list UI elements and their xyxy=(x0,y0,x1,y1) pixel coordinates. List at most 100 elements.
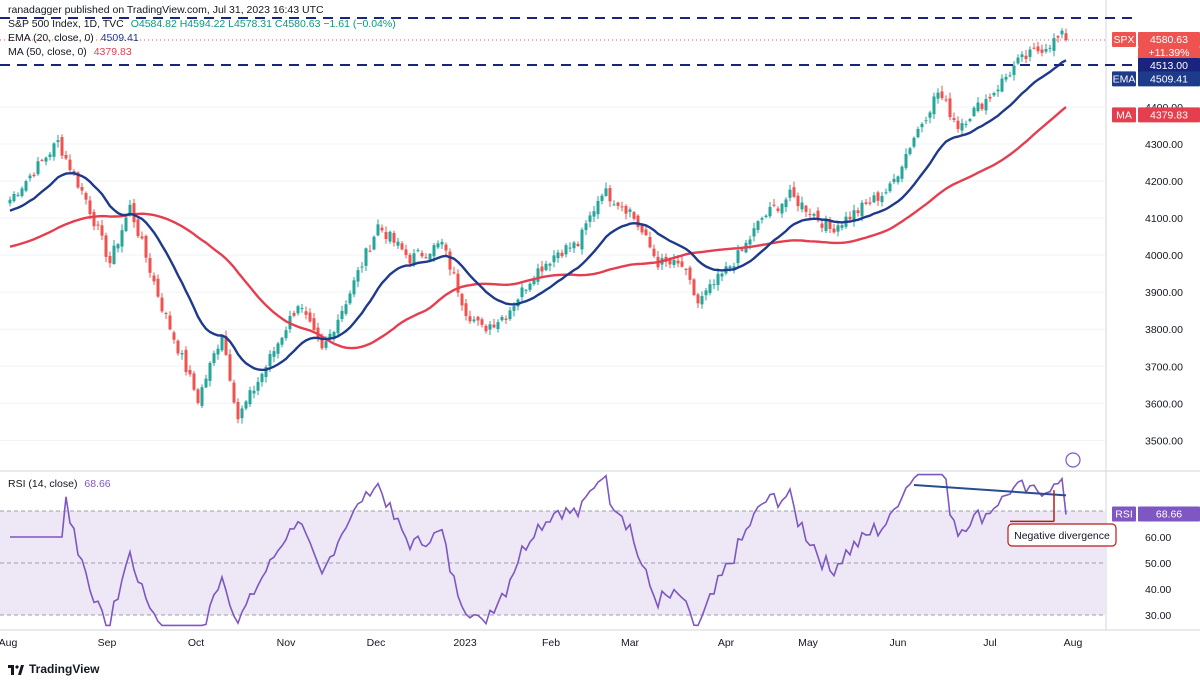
candle-body xyxy=(912,137,916,147)
candle-body xyxy=(76,172,80,188)
candle-body xyxy=(908,148,912,155)
candle-body xyxy=(116,244,120,249)
rsi-polyline xyxy=(10,473,1067,627)
time-tick-label: 2023 xyxy=(453,637,477,649)
candle-body xyxy=(864,202,868,204)
candle-body xyxy=(460,293,464,306)
candle-body xyxy=(108,256,112,264)
candle-body xyxy=(548,263,552,266)
candle-body xyxy=(652,248,656,257)
rsi-value-tag: 68.66 xyxy=(1156,508,1182,520)
candle-body xyxy=(696,294,700,304)
candle-body xyxy=(8,199,12,204)
candle-body xyxy=(700,296,704,305)
candle-body xyxy=(1028,49,1032,57)
candle-body xyxy=(132,203,136,223)
candle-body xyxy=(280,337,284,345)
candle-body xyxy=(728,266,732,269)
ma-legend[interactable]: MA (50, close, 0) 4379.83 xyxy=(8,46,132,58)
ema-legend-value: 4509.41 xyxy=(100,32,139,44)
alert-icon xyxy=(1065,452,1081,468)
ma-tag-bg xyxy=(1112,107,1136,123)
rsi-tick-label: 40.00 xyxy=(1145,584,1171,596)
time-tick-label: Nov xyxy=(277,637,296,649)
candle-body xyxy=(560,252,564,257)
candle-body xyxy=(480,319,484,325)
candle-body xyxy=(56,140,60,142)
candle-body xyxy=(208,363,212,381)
candle-body xyxy=(176,340,180,354)
candle-body xyxy=(88,200,92,215)
price-tick-label: 4100.00 xyxy=(1145,213,1183,225)
candle-body xyxy=(960,123,964,131)
candle-body xyxy=(916,129,920,138)
change-pct-tag-bg xyxy=(1138,46,1200,60)
candle-body xyxy=(236,401,240,420)
candle-body xyxy=(828,221,832,229)
tradingview-footer[interactable]: TradingView xyxy=(8,662,99,676)
horizontal-levels xyxy=(0,17,1138,67)
candle-body xyxy=(976,102,980,112)
candle-body xyxy=(416,250,420,252)
candle-body xyxy=(1000,78,1004,92)
candle-body xyxy=(972,107,976,117)
ema-legend-label: EMA (20, close, 0) xyxy=(8,32,94,44)
candle-body xyxy=(572,242,576,249)
candle-body xyxy=(596,201,600,215)
candle-body xyxy=(952,118,956,120)
tradingview-logo-icon xyxy=(8,664,24,675)
candle-body xyxy=(304,311,308,315)
time-tick-label: Jun xyxy=(890,637,907,649)
candle-body xyxy=(500,317,504,321)
time-tick-label: Jul xyxy=(983,637,996,649)
candle-body xyxy=(712,284,716,286)
candle-body xyxy=(636,215,640,228)
rsi-legend[interactable]: RSI (14, close) 68.66 xyxy=(8,478,111,490)
candle-body xyxy=(248,390,252,405)
rsi-tick-label: 60.00 xyxy=(1145,532,1171,544)
ema-20-line xyxy=(9,59,1067,372)
candle-body xyxy=(164,313,168,315)
candle-body xyxy=(504,318,508,320)
candle-body xyxy=(412,253,416,264)
rsi-tag-bg xyxy=(1112,506,1136,522)
price-tick-label: 3600.00 xyxy=(1145,398,1183,410)
candle-body xyxy=(340,310,344,320)
candle-body xyxy=(448,251,452,270)
candle-body xyxy=(16,194,20,196)
candle-body xyxy=(96,224,100,226)
ma-legend-label: MA (50, close, 0) xyxy=(8,46,87,58)
candle-body xyxy=(40,159,44,161)
candle-body xyxy=(408,254,412,264)
candle-body xyxy=(284,330,288,339)
candle-body xyxy=(756,221,760,230)
candle-body xyxy=(328,333,332,339)
candle-body xyxy=(644,229,648,236)
rsi-tag: RSI xyxy=(1115,508,1133,520)
candle-body xyxy=(156,278,160,297)
candle-body xyxy=(1048,47,1052,49)
candle-body xyxy=(508,310,512,320)
candle-body xyxy=(1032,47,1036,49)
candle-body xyxy=(752,228,756,237)
ema-tag: EMA xyxy=(1113,73,1136,85)
candle-body xyxy=(356,270,360,282)
candle-body xyxy=(100,225,104,236)
ohlc-values: O4584.82 H4594.22 L4578.31 C4580.63 −1.6… xyxy=(130,18,396,30)
candle-body xyxy=(432,245,436,257)
ema-legend[interactable]: EMA (20, close, 0) 4509.41 xyxy=(8,32,139,44)
candle-body xyxy=(528,283,532,290)
price-tick-label: 3500.00 xyxy=(1145,435,1183,447)
candle-body xyxy=(904,154,908,168)
candle-body xyxy=(1020,54,1024,58)
candle-body xyxy=(324,341,328,348)
candle-body xyxy=(1024,55,1028,60)
candle-body xyxy=(1044,49,1048,52)
candle-body xyxy=(348,293,352,304)
candle-body xyxy=(884,192,888,194)
candle-body xyxy=(788,189,792,198)
candle-body xyxy=(436,243,440,248)
ema-tag-bg xyxy=(1112,71,1136,87)
time-tick-label: May xyxy=(798,637,819,649)
candle-body xyxy=(772,204,776,206)
